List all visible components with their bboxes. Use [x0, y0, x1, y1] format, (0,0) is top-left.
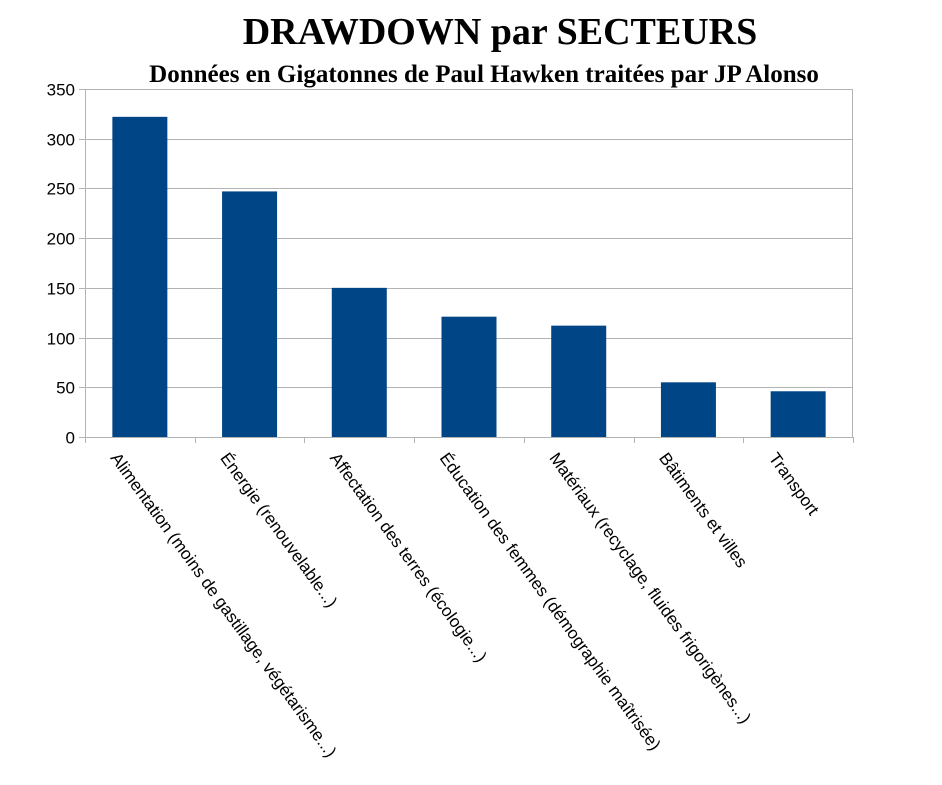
y-tick-label: 100: [47, 330, 75, 349]
x-category-labels: Alimentation (moins de gastillage, végét…: [107, 449, 823, 761]
chart-subtitle: Données en Gigatonnes de Paul Hawken tra…: [149, 61, 819, 88]
x-category-label: Alimentation (moins de gastillage, végét…: [107, 449, 341, 761]
bar: [112, 116, 168, 437]
x-category-label: Éducation des femmes (démographie maîtri…: [436, 449, 665, 754]
y-tick-labels: 0 50 100 150 200 250 300 350: [47, 81, 75, 448]
bar: [441, 316, 497, 437]
y-tick-label: 300: [47, 131, 75, 150]
bars: [112, 116, 826, 437]
bar: [770, 391, 826, 437]
y-tick-label: 350: [47, 81, 75, 100]
bar: [660, 382, 716, 437]
y-tick-label: 200: [47, 230, 75, 249]
x-category-label: Transport: [765, 449, 823, 519]
x-category-label: Énergie (renouvelable...): [216, 449, 341, 611]
chart-title: DRAWDOWN par SECTEURS: [242, 11, 758, 53]
y-tick-label: 250: [47, 180, 75, 199]
bar: [331, 287, 387, 437]
x-category-label: Matériaux (recyclage, fluides frigorigèn…: [545, 449, 754, 727]
y-tick-label: 150: [47, 280, 75, 299]
x-category-label: Bâtiments et villes: [655, 449, 751, 571]
y-tick-label: 50: [56, 379, 75, 398]
bar: [222, 191, 278, 437]
axes: [79, 89, 854, 443]
y-tick-label: 0: [66, 429, 75, 448]
bar: [551, 325, 607, 437]
